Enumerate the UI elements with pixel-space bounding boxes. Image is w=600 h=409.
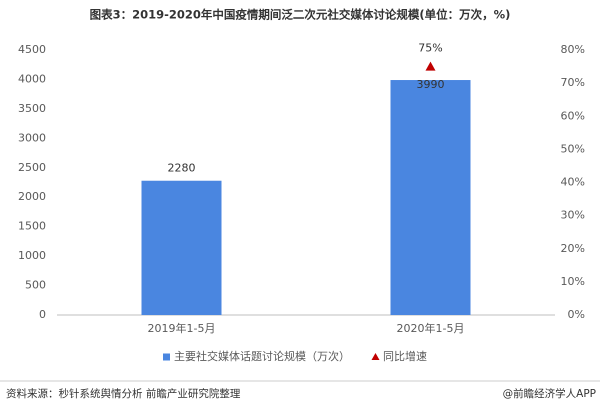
data-label: 75% [418, 42, 442, 55]
legend-swatch [163, 353, 170, 361]
legend-label: 同比增速 [383, 349, 427, 363]
y-tick-label: 3500 [18, 102, 46, 115]
y-tick-label: 3000 [18, 131, 46, 144]
legend-label: 主要社交媒体话题讨论规模（万次） [174, 349, 350, 363]
x-tick-label: 2019年1-5月 [148, 321, 216, 335]
y-tick-label: 1500 [18, 220, 46, 233]
legend-swatch [371, 353, 380, 360]
y2-tick-label: 20% [561, 242, 585, 255]
source: 资料来源：秒针系统舆情分析 前瞻产业研究院整理 [6, 387, 241, 400]
y-tick-label: 1000 [18, 249, 46, 262]
y-tick-label: 2500 [18, 161, 46, 174]
y2-tick-label: 40% [561, 176, 585, 189]
y-tick-label: 0 [39, 308, 46, 321]
y-tick-label: 4000 [18, 72, 46, 85]
data-label: 3990 [417, 78, 445, 91]
y2-tick-label: 30% [561, 209, 585, 222]
bar [141, 180, 222, 315]
y2-tick-label: 10% [561, 275, 585, 288]
y-tick-label: 2000 [18, 190, 46, 203]
y2-tick-label: 0% [568, 308, 585, 321]
y2-tick-label: 60% [561, 109, 585, 122]
data-label: 2280 [168, 162, 196, 175]
bar [390, 80, 471, 316]
x-tick-label: 2020年1-5月 [397, 321, 465, 335]
credit: @前瞻经济学人APP [503, 387, 596, 400]
marker [425, 61, 436, 71]
chart-title: 图表3：2019-2020年中国疫情期间泛二次元社交媒体讨论规模(单位：万次，%… [90, 8, 511, 22]
y-tick-label: 500 [25, 279, 46, 292]
y2-tick-label: 80% [561, 43, 585, 56]
y-tick-label: 4500 [18, 43, 46, 56]
y2-tick-label: 70% [561, 76, 585, 89]
y2-tick-label: 50% [561, 142, 585, 155]
